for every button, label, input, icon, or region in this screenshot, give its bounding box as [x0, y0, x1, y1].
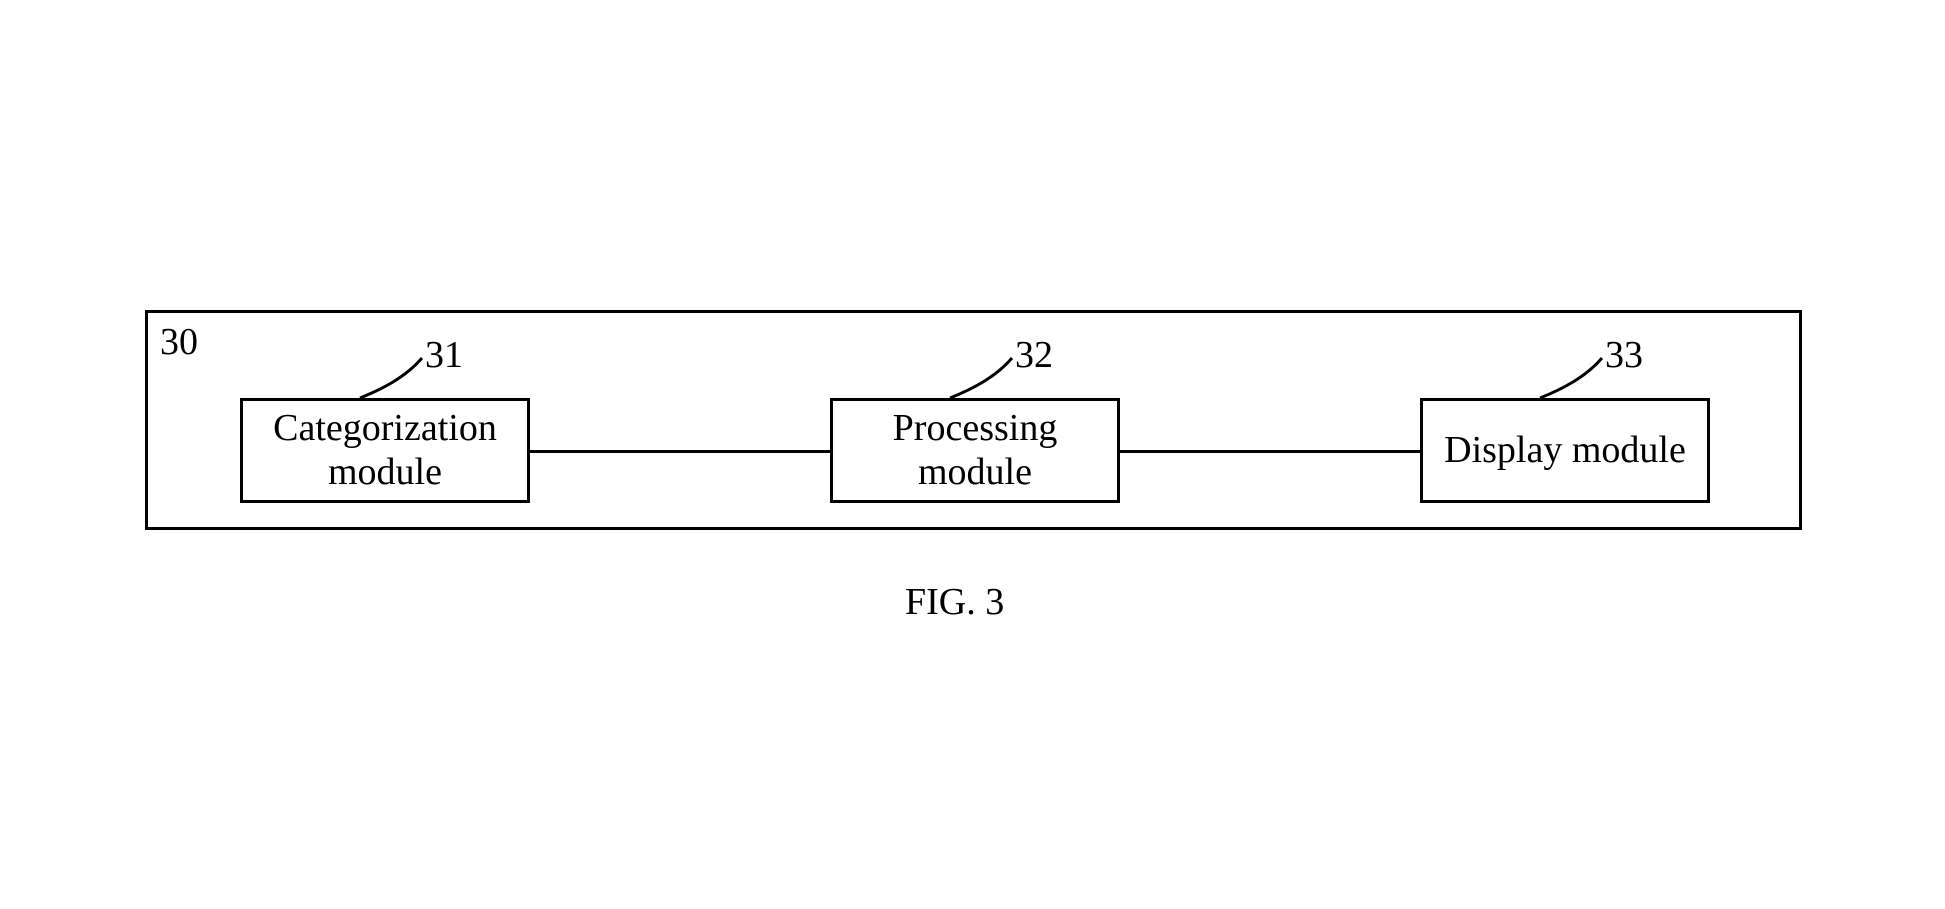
outer-container-ref-label: 30 — [160, 320, 198, 364]
module-processing-line1: Processing — [893, 407, 1058, 451]
module-categorization-ref: 31 — [425, 333, 463, 377]
figure-caption: FIG. 3 — [905, 580, 1004, 624]
module-processing-line2: module — [893, 451, 1058, 495]
module-display: Display module — [1420, 398, 1710, 503]
module-categorization-text: Categorization module — [273, 407, 497, 494]
module-categorization-line2: module — [273, 451, 497, 495]
module-processing-ref: 32 — [1015, 333, 1053, 377]
module-display-line1: Display module — [1444, 429, 1686, 473]
module-processing-text: Processing module — [893, 407, 1058, 494]
module-processing: Processing module — [830, 398, 1120, 503]
connector-1 — [530, 450, 830, 453]
connector-2 — [1120, 450, 1420, 453]
module-categorization-line1: Categorization — [273, 407, 497, 451]
module-display-text: Display module — [1444, 429, 1686, 473]
module-display-ref: 33 — [1605, 333, 1643, 377]
diagram-canvas: 30 Categorization module 31 Processing m… — [0, 0, 1945, 909]
module-categorization: Categorization module — [240, 398, 530, 503]
